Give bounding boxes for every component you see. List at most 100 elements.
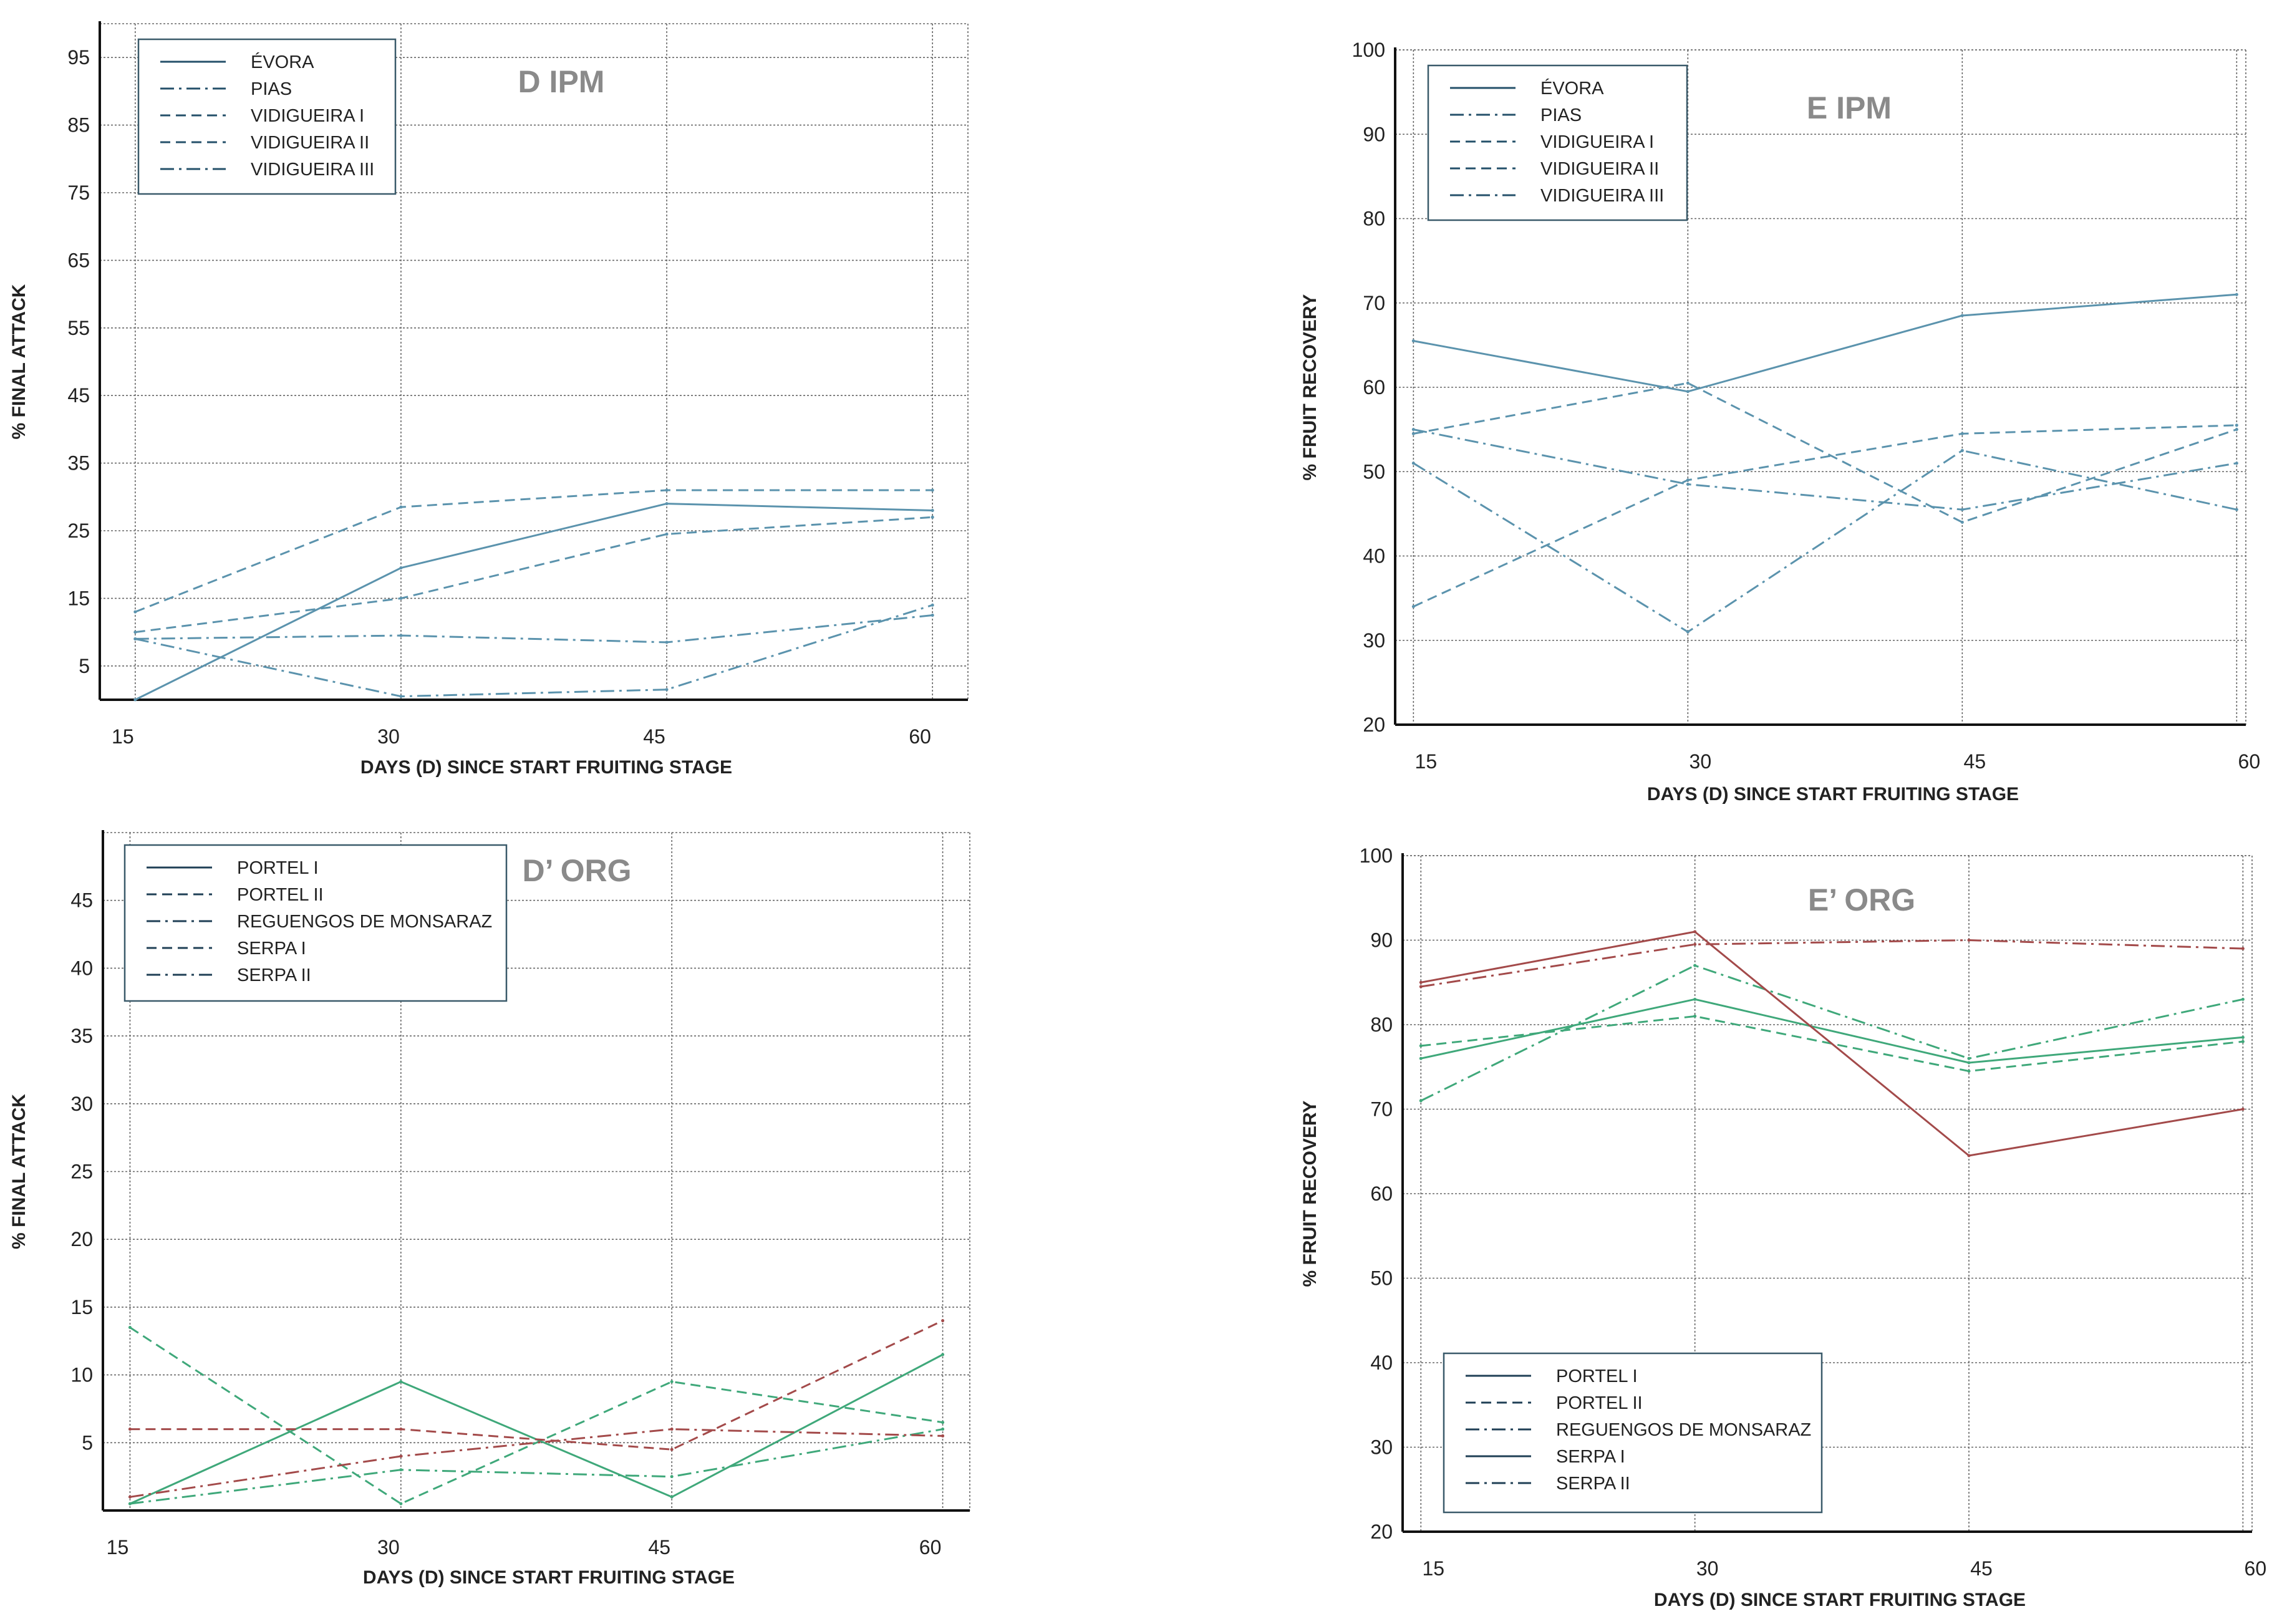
y-tick-label: 80 <box>1370 1013 1393 1036</box>
data-point <box>1960 508 1964 511</box>
y-tick-label: 30 <box>1363 629 1385 652</box>
data-point <box>133 637 137 640</box>
data-point <box>399 1428 403 1431</box>
data-point <box>1693 997 1697 1001</box>
y-tick-label: 70 <box>1370 1098 1393 1121</box>
x-tick-label: 15 <box>107 1536 129 1559</box>
x-tick-label: 15 <box>1422 1557 1444 1580</box>
data-point <box>399 1502 403 1506</box>
data-point <box>1419 1056 1423 1060</box>
data-point <box>2241 997 2245 1001</box>
series-line-4 <box>130 1320 944 1451</box>
data-point <box>941 1319 945 1323</box>
data-point <box>399 505 403 509</box>
data-point <box>399 1454 403 1458</box>
data-point <box>931 508 934 512</box>
legend-label: ÉVORA <box>1540 78 1604 99</box>
data-point <box>941 1421 945 1424</box>
data-point <box>399 1468 403 1472</box>
data-point <box>1693 942 1697 946</box>
data-point <box>1686 630 1690 634</box>
legend-label: PIAS <box>251 79 292 99</box>
data-point <box>665 640 669 644</box>
data-point <box>1693 964 1697 967</box>
y-tick-label: 90 <box>1363 123 1385 145</box>
y-tick-label: 25 <box>67 520 90 542</box>
data-point <box>670 1380 674 1383</box>
data-point <box>1411 339 1415 343</box>
x-tick-label: 60 <box>909 725 931 748</box>
data-point <box>1411 432 1415 435</box>
data-point <box>2235 462 2238 465</box>
y-tick-label: 20 <box>1370 1520 1393 1543</box>
series-line-3 <box>1420 964 2243 1102</box>
y-tick-label: 20 <box>1363 713 1385 736</box>
data-point <box>128 1428 132 1431</box>
y-tick-label: 30 <box>1370 1436 1393 1459</box>
x-tick-label: 45 <box>1970 1557 1993 1580</box>
data-point <box>399 634 403 637</box>
series-line-2 <box>1413 428 2237 511</box>
y-tick-label: 30 <box>70 1093 93 1115</box>
data-point <box>1411 605 1415 609</box>
legend-label: VIDIGUEIRA I <box>1540 132 1654 152</box>
x-axis-label: DAYS (D) SINCE START FRUITING STAGE <box>363 1567 735 1588</box>
x-tick-label: 30 <box>1696 1557 1719 1580</box>
data-point <box>128 1495 132 1499</box>
legend-label: SERPA II <box>237 965 311 985</box>
data-point <box>133 610 137 614</box>
data-point <box>2241 947 2245 950</box>
y-tick-label: 50 <box>1363 460 1385 483</box>
series-line-3 <box>130 1428 943 1505</box>
x-tick-label: 30 <box>1690 750 1712 773</box>
legend-label: VIDIGUEIRA II <box>1540 159 1659 179</box>
series-line-2 <box>135 614 933 644</box>
data-point <box>1686 381 1690 385</box>
y-tick-label: 40 <box>1363 545 1385 568</box>
data-point <box>1960 314 1964 317</box>
chart-panel-1: 5 15 25 35 45 55 65 75 85 95 15 30 45 60 DAYS (D) SINC… <box>9 21 969 778</box>
data-point <box>2241 1040 2245 1043</box>
data-point <box>1411 428 1415 432</box>
data-point <box>665 532 669 536</box>
series-line-2 <box>129 1327 943 1505</box>
series-line-4 <box>135 516 933 634</box>
data-point <box>1967 1061 1971 1065</box>
legend-label: SERPA I <box>1556 1447 1625 1467</box>
data-point <box>941 1353 945 1356</box>
y-tick-label: 85 <box>67 114 90 137</box>
data-point <box>399 1380 403 1383</box>
data-point <box>1686 478 1690 482</box>
data-point <box>1419 1099 1423 1103</box>
panel-title: D IPM <box>518 64 605 99</box>
y-axis-label: % FRUIT RECOVERY <box>1300 294 1320 481</box>
y-tick-label: 45 <box>70 889 93 912</box>
y-tick-label: 100 <box>1352 39 1385 61</box>
chart-panel-4: 20 30 40 50 60 70 80 90 100 15 30 45 60 DAYS (D) SINC… <box>1300 844 2266 1610</box>
panel-title: D’ ORG <box>522 853 631 888</box>
y-tick-label: 35 <box>70 1025 93 1047</box>
y-tick-label: 10 <box>70 1364 93 1386</box>
y-tick-label: 70 <box>1363 292 1385 314</box>
x-tick-label: 60 <box>2245 1557 2267 1580</box>
x-tick-label: 60 <box>919 1536 942 1559</box>
series-line-1 <box>1420 998 2243 1064</box>
data-point <box>1686 390 1690 394</box>
data-point <box>1967 939 1971 942</box>
data-point <box>665 688 669 692</box>
series-line-4 <box>1421 930 2243 1157</box>
legend-label: PORTEL II <box>1556 1393 1643 1413</box>
legend-box <box>123 844 508 1002</box>
data-point <box>1967 1056 1971 1060</box>
y-tick-label: 100 <box>1360 844 1393 867</box>
x-tick-label: 45 <box>1964 750 1986 773</box>
data-point <box>2241 1035 2245 1039</box>
data-point <box>670 1428 674 1431</box>
series-line-1 <box>1413 293 2237 393</box>
legend-label: PORTEL I <box>237 858 319 878</box>
legend-label: VIDIGUEIRA II <box>251 133 369 153</box>
chart-panel-3: 5 10 15 20 25 30 35 40 45 15 30 45 60 DAYS (D) SINCE … <box>9 830 970 1588</box>
data-point <box>133 698 137 702</box>
series-line-1 <box>135 503 933 701</box>
